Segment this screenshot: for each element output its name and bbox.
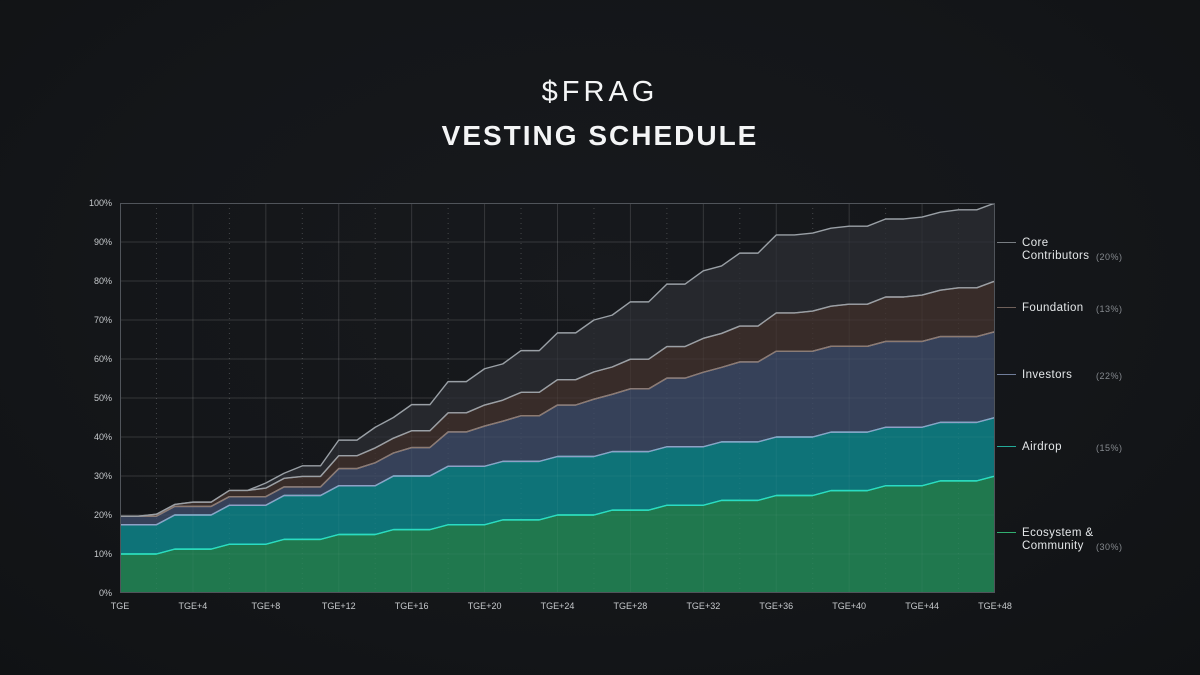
legend-percentage: (13%) [1096, 304, 1123, 314]
legend-item-ecosystem-community: Ecosystem & Community (30%) [997, 527, 1134, 553]
x-axis-tick: TGE+36 [759, 601, 794, 611]
legend-label: Foundation [1022, 302, 1084, 314]
x-axis-tick: TGE+4 [178, 601, 208, 611]
x-axis-tick: TGE+40 [832, 601, 867, 611]
area-foundation [120, 281, 995, 517]
legend-label: Airdrop [1022, 441, 1062, 453]
legend-connector-line [997, 307, 1016, 308]
legend-connector-line [997, 446, 1016, 447]
legend-percentage: (15%) [1096, 443, 1123, 453]
token-ticker: $FRAG [541, 76, 659, 108]
legend-item-core-contributors: Core Contributors (20%) [997, 237, 1134, 263]
y-axis-tick: 10% [93, 549, 112, 559]
legend-item-airdrop: Airdrop (15%) [997, 441, 1134, 454]
x-axis-tick: TGE+28 [613, 601, 648, 611]
y-axis-tick: 90% [93, 237, 112, 247]
page-title: VESTING SCHEDULE [441, 120, 759, 151]
x-axis-tick: TGE+16 [394, 601, 429, 611]
area-core-contributors [120, 203, 995, 517]
y-axis-tick: 0% [98, 588, 112, 598]
x-axis-tick: TGE+44 [905, 601, 939, 611]
legend-percentage: (30%) [1096, 542, 1123, 552]
legend-percentage: (20%) [1096, 252, 1123, 262]
area-ecosystem-community [120, 476, 995, 593]
legend-label: Investors [1022, 369, 1073, 381]
y-axis-tick: 50% [93, 393, 112, 403]
legend-label: Core Contributors [1022, 237, 1090, 262]
x-axis-tick: TGE+32 [686, 601, 721, 611]
header: $FRAG VESTING SCHEDULE [0, 76, 1200, 152]
legend-label: Ecosystem & Community [1022, 527, 1094, 552]
y-axis-tick: 20% [93, 510, 112, 520]
area-airdrop [120, 417, 995, 554]
legend-item-investors: Investors (22%) [997, 369, 1134, 382]
x-axis-tick: TGE+8 [251, 601, 281, 611]
legend-item-foundation: Foundation (13%) [997, 302, 1134, 315]
legend-percentage: (22%) [1096, 371, 1123, 381]
y-axis-tick: 100% [88, 198, 112, 208]
y-axis-tick: 80% [93, 276, 112, 286]
x-axis-tick: TGE+20 [467, 601, 502, 611]
x-axis-tick: TGE+12 [321, 601, 356, 611]
legend-connector-line [997, 374, 1016, 375]
x-axis-tick: TGE [110, 601, 130, 611]
area-investors [120, 331, 995, 525]
y-axis-tick: 60% [93, 354, 112, 364]
y-axis-tick: 30% [93, 471, 112, 481]
legend-connector-line [997, 532, 1016, 533]
stacked-area-plot [120, 203, 995, 593]
y-axis-tick: 70% [93, 315, 112, 325]
outline-core-contributors [120, 203, 995, 517]
y-axis-tick: 40% [93, 432, 112, 442]
x-axis-tick: TGE+24 [540, 601, 575, 611]
x-axis-tick: TGE+48 [978, 601, 1012, 611]
legend-connector-line [997, 242, 1016, 243]
